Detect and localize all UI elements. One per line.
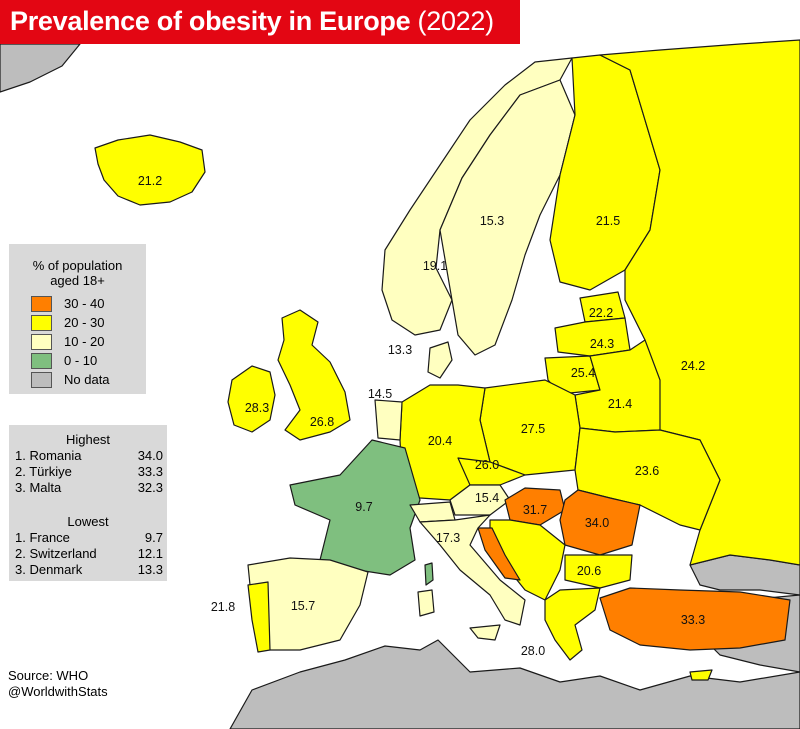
czechia-value: 26.0 xyxy=(475,458,499,472)
netherlands-value: 14.5 xyxy=(368,387,392,401)
norway-value: 19.1 xyxy=(423,259,447,273)
greenland-region xyxy=(0,43,81,93)
czechia-region xyxy=(457,457,526,486)
uk-region xyxy=(277,309,351,441)
spain-value: 15.7 xyxy=(291,599,315,613)
highest-row: 2. Türkiye 33.3 xyxy=(15,464,163,480)
hungary-value: 31.7 xyxy=(523,503,547,517)
turkey-value: 33.3 xyxy=(681,613,705,627)
netherlands-region xyxy=(374,399,403,441)
turkey-region xyxy=(599,587,791,651)
highest-heading: Highest xyxy=(65,432,111,447)
rank-value: 33.3 xyxy=(137,464,163,479)
title-bar: Prevalence of obesity in Europe (2022) xyxy=(0,0,520,44)
lowest-row: 3. Denmark 13.3 xyxy=(15,562,163,578)
lithuania-value: 25.4 xyxy=(571,366,595,380)
rank-value: 12.1 xyxy=(137,546,163,561)
legend-label: No data xyxy=(64,372,110,387)
rank-country: 3. Malta xyxy=(15,480,62,495)
ukraine-region xyxy=(574,427,721,531)
rank-country: 2. Switzerland xyxy=(15,546,97,561)
lithuania-region xyxy=(544,355,601,395)
page-title: Prevalence of obesity in Europe (2022) xyxy=(10,6,494,37)
denmark-region xyxy=(427,341,453,379)
legend-swatch-10-20 xyxy=(31,334,52,350)
rank-value: 9.7 xyxy=(144,530,163,545)
title-main: Prevalence of obesity in Europe xyxy=(10,6,411,36)
credit-line: @WorldwithStats xyxy=(8,684,108,699)
title-year: (2022) xyxy=(417,6,495,36)
legend-label: 20 - 30 xyxy=(64,315,105,330)
italy-region xyxy=(419,514,526,626)
bulgaria-region xyxy=(564,554,633,589)
rank-value: 34.0 xyxy=(137,448,163,463)
rank-country: 2. Türkiye xyxy=(15,464,72,479)
source-line: Source: WHO xyxy=(8,668,89,683)
lowest-row: 1. France 9.7 xyxy=(15,530,163,546)
rankings-panel: Highest 1. Romania 34.0 2. Türkiye 33.3 … xyxy=(9,425,167,581)
germany-value: 20.4 xyxy=(428,434,452,448)
rank-value: 32.3 xyxy=(137,480,163,495)
italy-value: 17.3 xyxy=(436,531,460,545)
greece-value: 28.0 xyxy=(521,644,545,658)
france-region xyxy=(289,439,421,576)
legend-panel: % of population aged 18+ 30 - 40 20 - 30… xyxy=(9,244,146,394)
bulgaria-value: 20.6 xyxy=(577,564,601,578)
highest-row: 3. Malta 32.3 xyxy=(15,480,163,496)
rank-country: 1. Romania xyxy=(15,448,82,463)
russia-value: 24.2 xyxy=(681,359,705,373)
ireland-value: 28.3 xyxy=(245,401,269,415)
austria-value: 15.4 xyxy=(475,491,499,505)
iceland-value: 21.2 xyxy=(138,174,162,188)
ukraine-value: 23.6 xyxy=(635,464,659,478)
legend-swatch-30-40 xyxy=(31,296,52,312)
denmark-value: 13.3 xyxy=(388,343,412,357)
legend-swatch-no-data xyxy=(31,372,52,388)
legend-swatch-0-10 xyxy=(31,353,52,369)
corsica-region xyxy=(424,562,434,586)
portugal-value: 21.8 xyxy=(211,600,235,614)
croatia-region xyxy=(477,527,521,581)
sweden-value: 15.3 xyxy=(480,214,504,228)
iceland-region xyxy=(94,134,206,206)
legend-label: 0 - 10 xyxy=(64,353,98,368)
finland-value: 21.5 xyxy=(596,214,620,228)
sardinia-region xyxy=(417,589,435,617)
poland-value: 27.5 xyxy=(521,422,545,436)
highest-row: 1. Romania 34.0 xyxy=(15,448,163,464)
rank-country: 1. France xyxy=(15,530,70,545)
rank-country: 3. Denmark xyxy=(15,562,83,577)
france-value: 9.7 xyxy=(355,500,372,514)
greece-region xyxy=(544,587,601,661)
rank-value: 13.3 xyxy=(137,562,163,577)
romania-value: 34.0 xyxy=(585,516,609,530)
belarus-value: 21.4 xyxy=(608,397,632,411)
latvia-value: 24.3 xyxy=(590,337,614,351)
legend-swatch-20-30 xyxy=(31,315,52,331)
legend-title-line1: % of population xyxy=(32,258,123,273)
legend-label: 30 - 40 xyxy=(64,296,105,311)
ireland-region xyxy=(227,365,276,433)
romania-region xyxy=(559,489,641,556)
legend-title-line2: aged 18+ xyxy=(50,273,105,288)
north-africa-region xyxy=(229,639,800,729)
lowest-row: 2. Switzerland 12.1 xyxy=(15,546,163,562)
source-credit: Source: WHO @WorldwithStats xyxy=(8,668,108,700)
cyprus-region xyxy=(689,669,713,681)
uk-value: 26.8 xyxy=(310,415,334,429)
portugal-region xyxy=(247,581,271,653)
estonia-value: 22.2 xyxy=(589,306,613,320)
legend-label: 10 - 20 xyxy=(64,334,105,349)
lowest-heading: Lowest xyxy=(67,514,109,529)
sicily-region xyxy=(469,624,501,641)
